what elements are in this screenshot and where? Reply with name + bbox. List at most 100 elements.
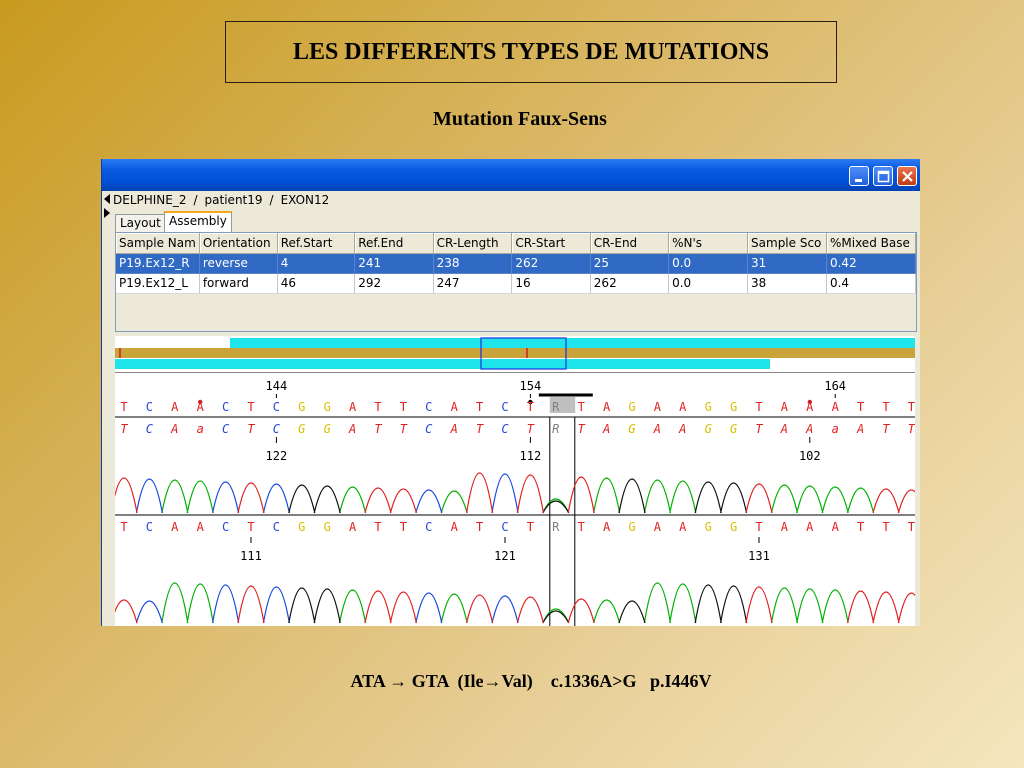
reference-base: A — [832, 400, 840, 414]
close-button[interactable] — [897, 166, 917, 186]
read1-base: C — [501, 422, 509, 436]
reference-base: G — [730, 400, 737, 414]
slide-title: LES DIFFERENTS TYPES DE MUTATIONS — [225, 21, 837, 83]
overview-reference-bar — [115, 348, 915, 358]
reference-base: C — [273, 400, 280, 414]
read1-base: C — [273, 422, 281, 436]
reference-base: A — [171, 400, 179, 414]
overview-navigator[interactable] — [115, 336, 915, 372]
table-cell: 238 — [433, 253, 513, 274]
read1-base: T — [400, 422, 408, 436]
app-window: DELPHINE_2 / patient19 / EXON12 Layout Assem… — [101, 159, 920, 626]
table-cell: forward — [199, 273, 278, 294]
read1-base: G — [324, 422, 331, 436]
tab-assembly[interactable]: Assembly — [164, 211, 232, 232]
trace-curve — [135, 473, 519, 514]
table-cell: 0.42 — [826, 253, 916, 274]
read1-base: T — [755, 422, 763, 436]
column-header[interactable]: CR-Length — [433, 233, 513, 254]
breadcrumb-separator: / — [269, 193, 274, 207]
table-cell: 0.0 — [668, 273, 749, 294]
breadcrumb-exon[interactable]: EXON12 — [280, 193, 330, 207]
trace-curve — [115, 585, 915, 624]
maximize-button[interactable] — [873, 166, 893, 186]
read2-base: T — [400, 520, 407, 534]
read2-base: T — [527, 520, 534, 534]
trace-curve — [288, 478, 748, 514]
nav-back-icon[interactable] — [104, 194, 110, 204]
table-cell: 4 — [277, 253, 356, 274]
table-cell: 16 — [511, 273, 591, 294]
read1-base: A — [348, 422, 356, 436]
tab-layout[interactable]: Layout — [115, 214, 166, 232]
column-header[interactable]: %N's — [668, 233, 749, 254]
column-header[interactable]: %Mixed Base — [826, 233, 916, 254]
table-row[interactable]: P19.Ex12_L forward 46 292 247 16 262 0.0… — [116, 273, 916, 294]
breadcrumb-project[interactable]: DELPHINE_2 — [113, 193, 187, 207]
reference-base: T — [247, 400, 254, 414]
read2-base: A — [679, 520, 687, 534]
window-titlebar[interactable] — [102, 159, 920, 191]
column-header[interactable]: Orientation — [199, 233, 278, 254]
read1-base: T — [120, 422, 128, 436]
reference-base: A — [654, 400, 662, 414]
column-header[interactable]: CR-End — [590, 233, 670, 254]
highlight-cell — [549, 397, 576, 413]
reference-base: G — [628, 400, 635, 414]
column-header[interactable]: Ref.Start — [277, 233, 356, 254]
table-cell: 38 — [747, 273, 827, 294]
column-header[interactable]: Ref.End — [354, 233, 434, 254]
overview-read-bar — [115, 359, 770, 369]
column-header[interactable]: CR-Start — [511, 233, 591, 254]
read2-base: A — [654, 520, 662, 534]
table-cell: P19.Ex12_R — [116, 253, 200, 274]
read1-base: G — [628, 422, 635, 436]
table-header-row: Sample Nam Orientation Ref.Start Ref.End… — [116, 233, 916, 254]
read1-base: G — [705, 422, 712, 436]
reference-base: A — [679, 400, 687, 414]
read1-base: R — [552, 422, 559, 436]
read2-base: T — [120, 520, 127, 534]
read1-base: A — [653, 422, 661, 436]
slide-subtitle: Mutation Faux-Sens — [433, 108, 607, 130]
chromatogram-panel[interactable]: 144 154 164 T C A A C T C G G A T T C A T C T R T A G A A G G T A A A T T… — [115, 372, 915, 626]
read2-base: A — [781, 520, 789, 534]
read2-base: A — [603, 520, 611, 534]
read1-base: C — [425, 422, 433, 436]
read1-base: G — [298, 422, 305, 436]
close-icon — [902, 171, 913, 182]
trace-curve — [288, 584, 748, 624]
read1-base: T — [247, 422, 255, 436]
nav-forward-icon[interactable] — [104, 208, 110, 218]
read2-base: T — [882, 520, 889, 534]
read2-base: A — [806, 520, 814, 534]
read2-base: A — [451, 520, 459, 534]
table-cell: 247 — [433, 273, 513, 294]
read1-base: C — [146, 422, 154, 436]
table-row[interactable]: P19.Ex12_R reverse 4 241 238 262 25 0.0 … — [116, 253, 916, 274]
table-cell: 25 — [590, 253, 670, 274]
read2-base: T — [755, 520, 762, 534]
read1-base: A — [170, 422, 178, 436]
overview-viewport-box[interactable] — [480, 337, 567, 370]
position-label: 121 — [494, 549, 516, 563]
read1-base: A — [805, 422, 813, 436]
overview-read-bar — [230, 338, 915, 348]
breadcrumb-patient[interactable]: patient19 — [204, 193, 263, 207]
reference-base: G — [705, 400, 712, 414]
column-header[interactable]: Sample Sco — [747, 233, 827, 254]
trace-curve — [161, 582, 849, 624]
minimize-button[interactable] — [849, 166, 869, 186]
snp-marker — [807, 399, 812, 405]
read2-base: A — [197, 520, 205, 534]
reference-base: C — [425, 400, 432, 414]
position-label: 144 — [266, 379, 288, 393]
table-cell: 241 — [354, 253, 434, 274]
position-label: 122 — [266, 449, 288, 463]
read1-base: a — [832, 422, 839, 436]
table-cell: 292 — [354, 273, 434, 294]
read1-base: A — [678, 422, 686, 436]
read1-base: T — [908, 422, 915, 436]
column-header[interactable]: Sample Nam — [116, 233, 200, 254]
position-label: 131 — [748, 549, 770, 563]
